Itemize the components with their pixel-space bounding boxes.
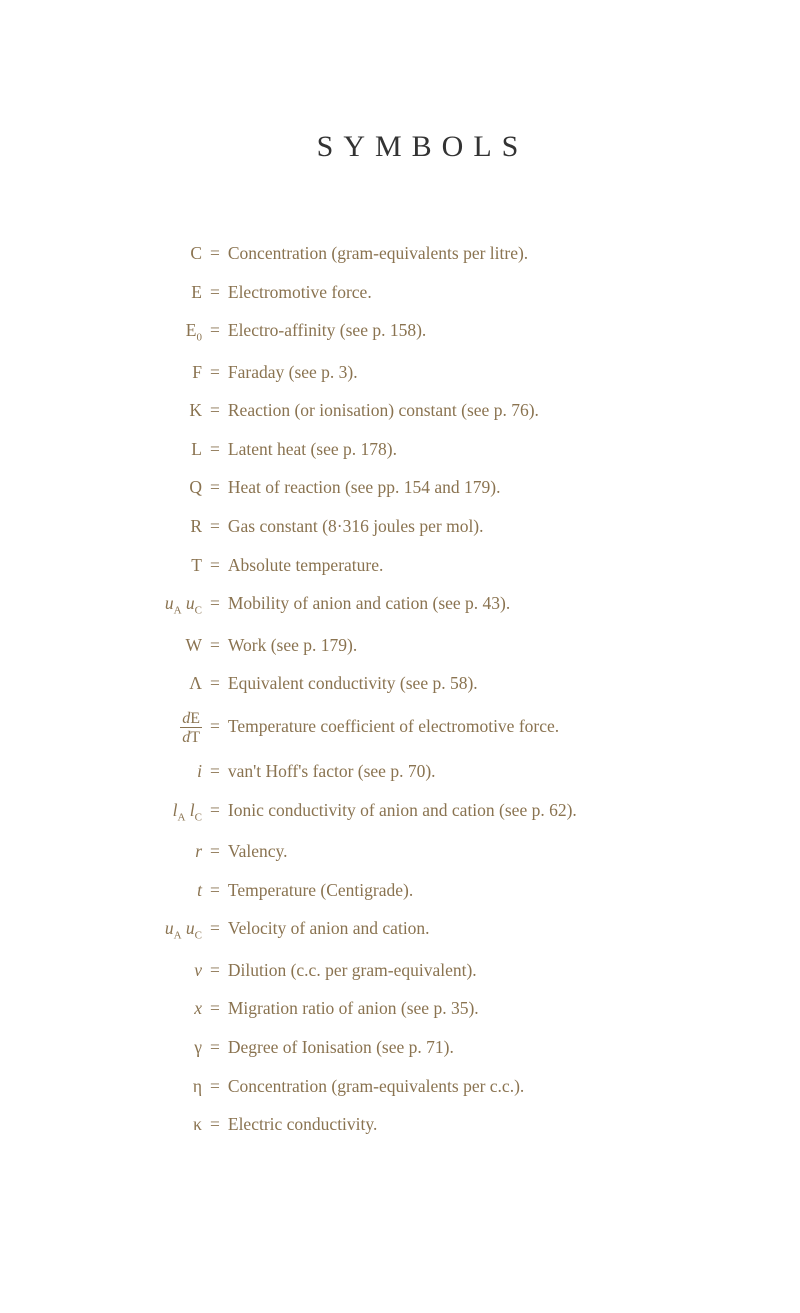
symbol-definition: Concentration (gram-equivalents per c.c.… [228,1075,710,1098]
equals-sign: = [210,438,228,461]
symbol-notation: γ [135,1036,210,1059]
symbol-notation: T [135,554,210,577]
symbol-item: lA lC=Ionic conductivity of anion and ca… [135,799,710,825]
equals-sign: = [210,281,228,304]
page-container: SYMBOLS C=Concentration (gram-equivalent… [0,0,800,1212]
equals-sign: = [210,592,228,615]
symbol-item: Q=Heat of reaction (see pp. 154 and 179)… [135,476,710,499]
symbol-definition: Velocity of anion and cation. [228,917,710,940]
symbol-notation: L [135,438,210,461]
symbol-item: i=van't Hoff's factor (see p. 70). [135,760,710,783]
symbol-item: γ=Degree of Ionisation (see p. 71). [135,1036,710,1059]
symbol-item: T=Absolute temperature. [135,554,710,577]
symbol-item: E0=Electro-affinity (see p. 158). [135,319,710,345]
symbol-notation: v [135,959,210,982]
equals-sign: = [210,319,228,342]
symbol-definition: van't Hoff's factor (see p. 70). [228,760,710,783]
symbol-notation: r [135,840,210,863]
equals-sign: = [210,840,228,863]
symbol-list: C=Concentration (gram-equivalents per li… [135,242,710,1136]
equals-sign: = [210,634,228,657]
symbol-notation: Q [135,476,210,499]
symbol-definition: Migration ratio of anion (see p. 35). [228,997,710,1020]
symbol-definition: Electric conductivity. [228,1113,710,1136]
symbol-item: x=Migration ratio of anion (see p. 35). [135,997,710,1020]
equals-sign: = [210,760,228,783]
symbol-definition: Degree of Ionisation (see p. 71). [228,1036,710,1059]
symbol-notation: W [135,634,210,657]
symbol-definition: Mobility of anion and cation (see p. 43)… [228,592,710,615]
symbol-item: Λ=Equivalent conductivity (see p. 58). [135,672,710,695]
symbol-notation: C [135,242,210,265]
symbol-definition: Gas constant (8·316 joules per mol). [228,515,710,538]
equals-sign: = [210,715,228,738]
equals-sign: = [210,242,228,265]
symbol-item: dEdT=Temperature coefficient of electrom… [135,711,710,746]
symbol-item: uA uC=Velocity of anion and cation. [135,917,710,943]
symbol-definition: Temperature coefficient of electromotive… [228,715,710,738]
symbol-notation: K [135,399,210,422]
equals-sign: = [210,917,228,940]
symbol-definition: Temperature (Centigrade). [228,879,710,902]
symbol-item: t=Temperature (Centigrade). [135,879,710,902]
symbol-item: W=Work (see p. 179). [135,634,710,657]
symbol-item: η=Concentration (gram-equivalents per c.… [135,1075,710,1098]
symbol-notation: η [135,1075,210,1098]
symbol-definition: Faraday (see p. 3). [228,361,710,384]
symbol-notation: x [135,997,210,1020]
symbol-item: R=Gas constant (8·316 joules per mol). [135,515,710,538]
symbol-notation: E [135,281,210,304]
equals-sign: = [210,361,228,384]
symbol-item: v=Dilution (c.c. per gram-equivalent). [135,959,710,982]
equals-sign: = [210,554,228,577]
symbol-definition: Reaction (or ionisation) constant (see p… [228,399,710,422]
symbol-notation: t [135,879,210,902]
symbol-definition: Heat of reaction (see pp. 154 and 179). [228,476,710,499]
symbol-notation: uA uC [135,917,210,943]
symbol-item: κ=Electric conductivity. [135,1113,710,1136]
symbol-notation: dEdT [135,711,210,746]
symbol-notation: F [135,361,210,384]
symbol-definition: Concentration (gram-equivalents per litr… [228,242,710,265]
symbol-definition: Electro-affinity (see p. 158). [228,319,710,342]
equals-sign: = [210,1036,228,1059]
equals-sign: = [210,799,228,822]
equals-sign: = [210,672,228,695]
symbol-notation: R [135,515,210,538]
equals-sign: = [210,1113,228,1136]
equals-sign: = [210,997,228,1020]
equals-sign: = [210,879,228,902]
symbol-definition: Absolute temperature. [228,554,710,577]
symbol-definition: Work (see p. 179). [228,634,710,657]
page-title: SYMBOLS [135,130,710,164]
symbol-notation: uA uC [135,592,210,618]
symbol-definition: Valency. [228,840,710,863]
symbol-item: K=Reaction (or ionisation) constant (see… [135,399,710,422]
symbol-notation: i [135,760,210,783]
symbol-notation: lA lC [135,799,210,825]
symbol-definition: Ionic conductivity of anion and cation (… [228,799,710,822]
symbol-notation: E0 [135,319,210,345]
symbol-definition: Latent heat (see p. 178). [228,438,710,461]
symbol-notation: Λ [135,672,210,695]
symbol-definition: Electromotive force. [228,281,710,304]
equals-sign: = [210,476,228,499]
symbol-item: C=Concentration (gram-equivalents per li… [135,242,710,265]
symbol-item: E=Electromotive force. [135,281,710,304]
equals-sign: = [210,959,228,982]
symbol-definition: Equivalent conductivity (see p. 58). [228,672,710,695]
symbol-item: L=Latent heat (see p. 178). [135,438,710,461]
symbol-definition: Dilution (c.c. per gram-equivalent). [228,959,710,982]
symbol-item: F=Faraday (see p. 3). [135,361,710,384]
symbol-notation: κ [135,1113,210,1136]
equals-sign: = [210,399,228,422]
equals-sign: = [210,1075,228,1098]
equals-sign: = [210,515,228,538]
symbol-item: uA uC=Mobility of anion and cation (see … [135,592,710,618]
symbol-item: r=Valency. [135,840,710,863]
